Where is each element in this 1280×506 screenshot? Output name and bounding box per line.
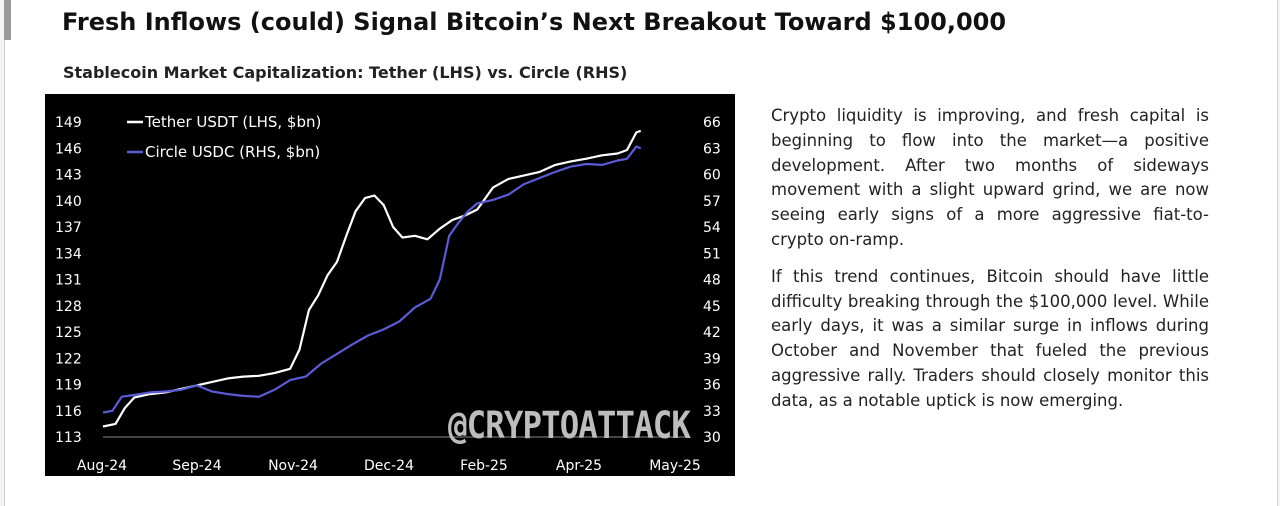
right-y-tick-label: 66 [703, 115, 721, 131]
right-y-tick-label: 51 [703, 246, 721, 262]
left-y-tick-label: 113 [55, 430, 82, 446]
chart-container: 149 146 143 140 137 134 131 128 125 122 119 116 113 6… [45, 94, 735, 476]
right-y-tick-label: 63 [703, 141, 721, 157]
legend-label-tether: Tether USDT (LHS, $bn) [144, 113, 321, 131]
series-line-circle [102, 145, 642, 414]
right-y-tick-label: 60 [703, 168, 721, 184]
commentary-paragraph-2: If this trend continues, Bitcoin should … [771, 266, 1209, 410]
legend-label-circle: Circle USDC (RHS, $bn) [145, 143, 320, 161]
series-line-tether [102, 129, 642, 428]
x-tick-label: Feb-25 [460, 458, 508, 474]
right-y-tick-label: 48 [703, 273, 721, 289]
commentary-paragraph-1: Crypto liquidity is improving, and fresh… [771, 106, 1209, 249]
chart-subtitle: Stablecoin Market Capitalization: Tether… [63, 63, 628, 82]
right-y-tick-label: 45 [703, 299, 721, 315]
accent-bar [4, 0, 11, 40]
left-y-tick-label: 119 [55, 378, 82, 394]
x-tick-label: Nov-24 [268, 458, 318, 474]
commentary: Crypto liquidity is improving, and fresh… [771, 104, 1209, 426]
left-y-tick-label: 143 [55, 168, 82, 184]
left-y-tick-label: 134 [55, 246, 82, 262]
page-title: Fresh Inflows (could) Signal Bitcoin’s N… [62, 8, 1007, 36]
right-y-tick-label: 42 [703, 325, 721, 341]
stablecoin-chart: 149 146 143 140 137 134 131 128 125 122 119 116 113 6… [55, 113, 721, 474]
right-y-tick-label: 39 [703, 351, 721, 367]
right-y-tick-label: 36 [703, 378, 721, 394]
left-y-tick-label: 137 [55, 220, 82, 236]
right-y-tick-label: 54 [703, 220, 721, 236]
x-tick-label: Aug-24 [77, 458, 127, 474]
left-y-tick-label: 128 [55, 299, 82, 315]
x-tick-label: May-25 [649, 458, 701, 474]
watermark: @CRYPTOATTACK [448, 404, 692, 447]
left-y-tick-label: 122 [55, 351, 82, 367]
left-y-tick-label: 116 [55, 404, 82, 420]
right-y-tick-label: 57 [703, 194, 721, 210]
right-y-tick-label: 30 [703, 430, 721, 446]
left-y-tick-label: 149 [55, 115, 82, 131]
x-tick-label: Apr-25 [556, 458, 602, 474]
x-tick-label: Dec-24 [364, 458, 414, 474]
x-tick-label: Sep-24 [172, 458, 221, 474]
right-y-tick-label: 33 [703, 404, 721, 420]
left-y-tick-label: 125 [55, 325, 82, 341]
left-y-tick-label: 140 [55, 194, 82, 210]
left-y-tick-label: 131 [55, 273, 82, 289]
left-y-tick-label: 146 [55, 141, 82, 157]
